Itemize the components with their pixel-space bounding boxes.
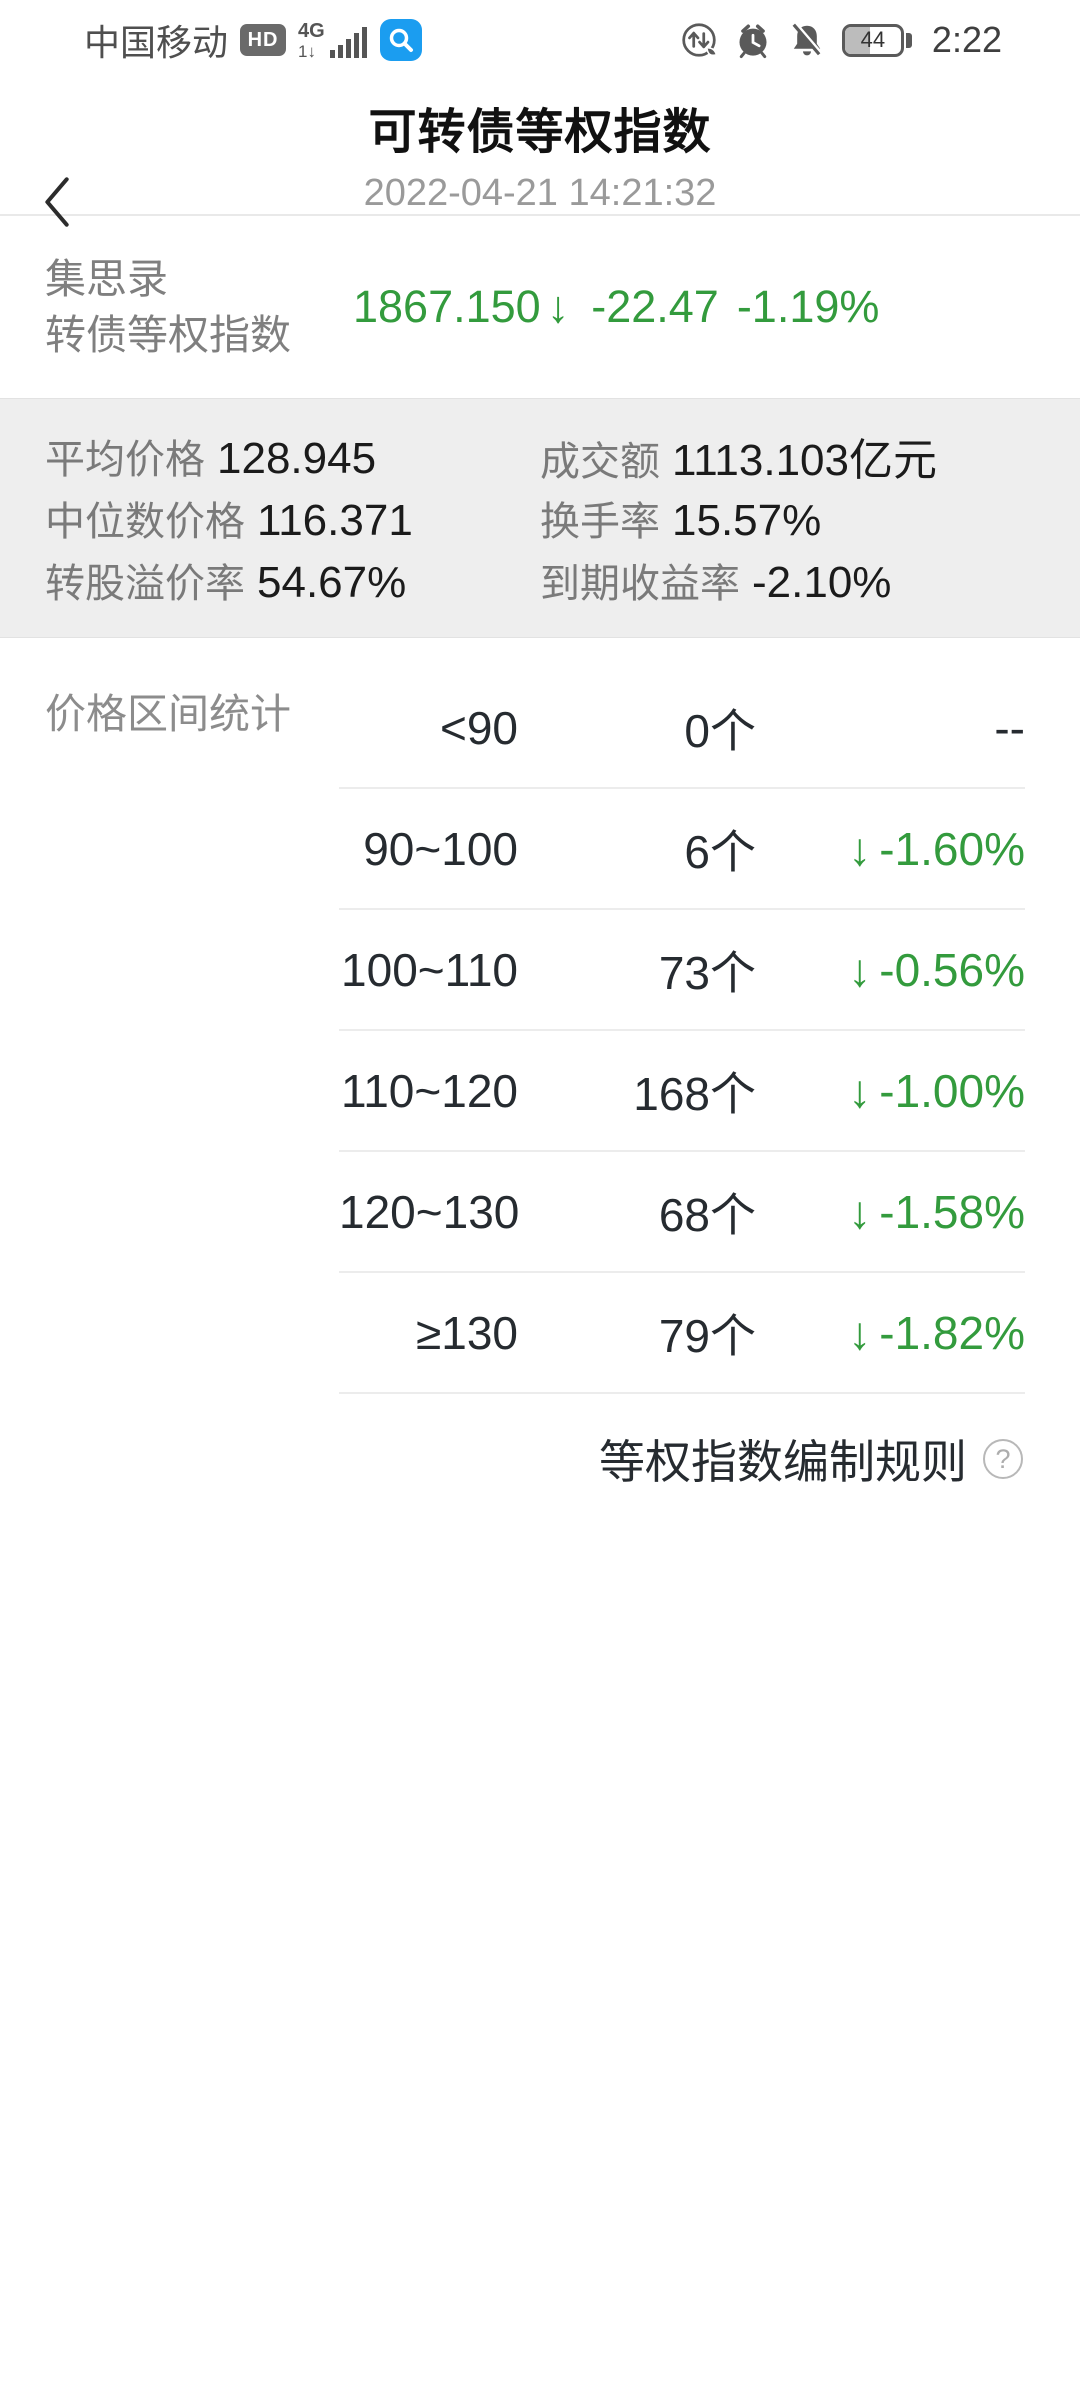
stat-avg-price: 平均价格 128.945 <box>0 427 540 485</box>
help-icon[interactable]: ? <box>983 1439 1023 1479</box>
change-value: -1.58% <box>879 1185 1025 1238</box>
battery-fill <box>844 26 870 54</box>
range-change: ↓ -0.56% <box>756 943 1025 997</box>
table-row[interactable]: 120~130 68个 ↓ -1.58% <box>339 1152 1025 1273</box>
down-arrow-icon: ↓ <box>848 1306 872 1359</box>
stat-label: 换手率 <box>540 500 660 544</box>
page-title: 可转债等权指数 <box>368 106 712 159</box>
range-change: -- <box>756 701 1025 755</box>
battery-icon: 44 <box>841 23 912 57</box>
change-value: -1.00% <box>879 1064 1025 1117</box>
range-label: ≥130 <box>416 1306 518 1359</box>
range-count: 0个 <box>684 704 756 757</box>
stat-value: 1113.103亿元 <box>672 436 937 485</box>
stat-turnover-amount: 成交额 1113.103亿元 <box>540 424 1080 488</box>
stat-label: 到期收益率 <box>540 562 740 606</box>
magnifier-icon <box>389 28 413 52</box>
hd-badge: HD <box>240 24 287 56</box>
down-arrow-icon: ↓ <box>848 822 872 875</box>
page-timestamp: 2022-04-21 14:21:32 <box>363 172 717 214</box>
range-count: 68个 <box>658 1188 756 1241</box>
cellular-signal-icon: 4G 1↓ <box>298 20 368 60</box>
stat-row: 转股溢价率 54.67% 到期收益率 -2.10% <box>0 549 1080 611</box>
stats-block: 平均价格 128.945 成交额 1113.103亿元 中位数价格 116.37… <box>0 398 1080 638</box>
stat-value: 15.57% <box>672 496 822 545</box>
stat-value: 54.67% <box>257 558 407 607</box>
change-value: -0.56% <box>879 943 1025 996</box>
stat-value: 128.945 <box>217 434 377 483</box>
alarm-clock-icon <box>739 24 767 59</box>
data-saver-icon <box>682 23 718 57</box>
range-count: 6个 <box>684 825 756 878</box>
back-button[interactable] <box>34 172 78 232</box>
index-name: 集思录 转债等权指数 <box>45 251 291 363</box>
index-source: 集思录 <box>45 256 168 302</box>
price-range-section-label: 价格区间统计 <box>45 691 291 737</box>
range-label: 90~100 <box>363 822 518 875</box>
change-value: -1.82% <box>879 1306 1025 1359</box>
down-arrow-icon: ↓ <box>848 1185 872 1238</box>
index-change-percent: -1.19% <box>736 281 880 332</box>
change-value: -1.60% <box>879 822 1025 875</box>
table-row[interactable]: 90~100 6个 ↓ -1.60% <box>339 789 1025 910</box>
index-rules-link[interactable]: 等权指数编制规则 <box>599 1436 967 1488</box>
change-value: -- <box>994 701 1025 754</box>
price-range-section: 价格区间统计 <90 0个 -- 90~100 6个 ↓ -1.60% 100~1… <box>0 638 1080 1394</box>
range-count: 79个 <box>658 1309 756 1362</box>
stat-row: 中位数价格 116.371 换手率 15.57% <box>0 487 1080 549</box>
range-change: ↓ -1.00% <box>756 1064 1025 1118</box>
range-label: 110~120 <box>341 1064 518 1117</box>
status-bar: 中国移动 HD 4G 1↓ <box>0 0 1080 70</box>
footer-row: 等权指数编制规则 ? <box>0 1394 1080 1492</box>
table-row[interactable]: 100~110 73个 ↓ -0.56% <box>339 910 1025 1031</box>
signal-bars-icon <box>329 27 367 58</box>
notifications-muted-icon <box>792 22 823 56</box>
carrier-label: 中国移动 <box>84 22 229 63</box>
header: 可转债等权指数 2022-04-21 14:21:32 <box>0 70 1080 227</box>
range-label: 120~130 <box>339 1185 520 1238</box>
stat-label: 中位数价格 <box>45 500 245 544</box>
table-row[interactable]: <90 0个 -- <box>339 668 1025 789</box>
index-value: 1867.150 <box>353 281 541 332</box>
range-count: 73个 <box>658 946 756 999</box>
range-change: ↓ -1.58% <box>756 1185 1025 1239</box>
status-bar-left: 中国移动 HD 4G 1↓ <box>84 14 422 66</box>
index-change: -22.47 <box>591 281 719 332</box>
index-quote-section: 集思录 转债等权指数 1867.150 ↓ -22.47 -1.19% <box>0 216 1080 398</box>
index-quote: 1867.150 ↓ -22.47 -1.19% <box>353 281 879 333</box>
stat-conversion-premium: 转股溢价率 54.67% <box>0 551 540 609</box>
index-title: 转债等权指数 <box>45 312 291 358</box>
network-sub-label: 1↓ <box>298 42 316 61</box>
stat-row: 平均价格 128.945 成交额 1113.103亿元 <box>0 425 1080 487</box>
stat-label: 成交额 <box>540 440 660 484</box>
range-change: ↓ -1.82% <box>756 1306 1025 1360</box>
down-arrow-icon: ↓ <box>546 281 570 332</box>
search-app-icon <box>379 19 422 61</box>
price-range-table: <90 0个 -- 90~100 6个 ↓ -1.60% 100~110 73个 … <box>339 668 1025 1394</box>
network-4g-label: 4G <box>298 20 325 42</box>
status-bar-right: 44 2:22 <box>680 19 1002 61</box>
stat-turnover-rate: 换手率 15.57% <box>540 489 1080 547</box>
back-chevron-icon <box>45 177 69 227</box>
table-row[interactable]: ≥130 79个 ↓ -1.82% <box>339 1273 1025 1394</box>
range-label: 100~110 <box>341 943 518 996</box>
battery-percent: 44 <box>860 27 886 52</box>
range-count: 168个 <box>633 1067 756 1120</box>
stat-value: 116.371 <box>257 496 413 545</box>
range-change: ↓ -1.60% <box>756 822 1025 876</box>
stat-median-price: 中位数价格 116.371 <box>0 489 540 547</box>
network-type-label: 4G 1↓ <box>298 21 325 60</box>
battery-nub <box>905 32 912 48</box>
stat-label: 平均价格 <box>45 438 205 482</box>
down-arrow-icon: ↓ <box>848 1064 872 1117</box>
stat-label: 转股溢价率 <box>45 562 245 606</box>
clock-label: 2:22 <box>931 19 1002 60</box>
battery-body: 44 <box>841 23 904 57</box>
down-arrow-icon: ↓ <box>848 943 872 996</box>
stat-yield-to-maturity: 到期收益率 -2.10% <box>540 551 1080 609</box>
stat-value: -2.10% <box>752 558 892 607</box>
table-row[interactable]: 110~120 168个 ↓ -1.00% <box>339 1031 1025 1152</box>
range-label: <90 <box>439 701 518 754</box>
